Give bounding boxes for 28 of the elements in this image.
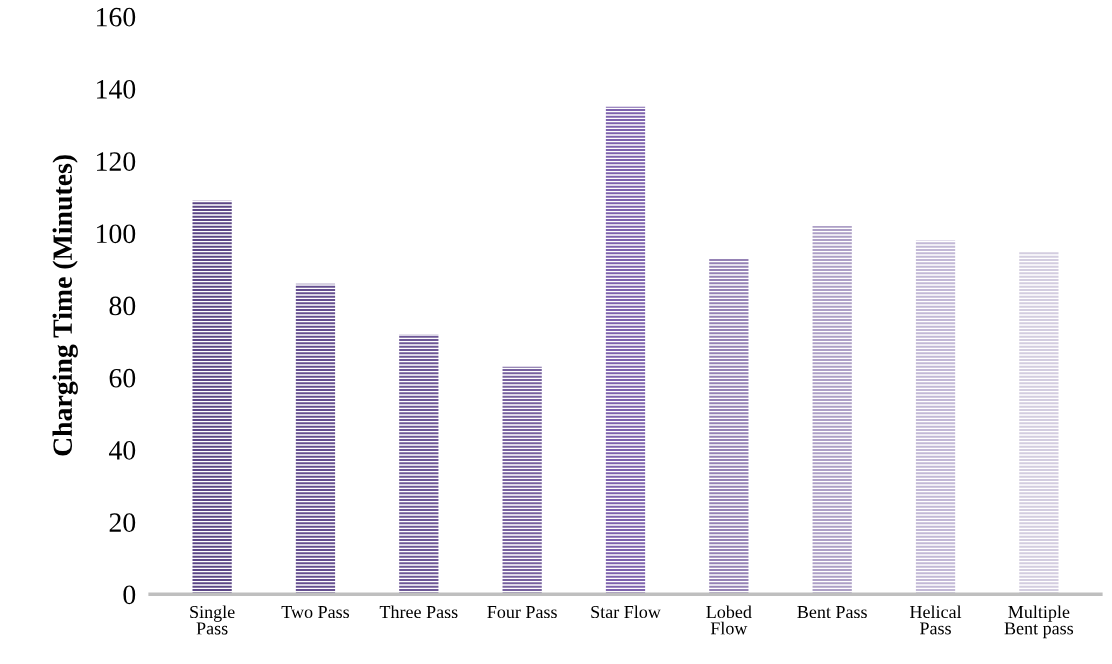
y-tick-label: 120 — [97, 152, 136, 171]
bar — [192, 200, 232, 595]
bar — [399, 334, 439, 595]
x-tick-label: Four Pass — [487, 606, 557, 619]
bar — [295, 283, 336, 595]
y-tick-label: 100 — [97, 224, 136, 244]
y-tick-label: 0 — [123, 585, 136, 605]
y-tick-label: 20 — [109, 513, 136, 532]
x-tick-label: Three Pass — [379, 605, 458, 619]
x-tick-label: Lobed Flow — [706, 605, 752, 635]
bar — [812, 226, 852, 595]
y-tick-label: 160 — [97, 7, 136, 27]
x-tick-label: Star Flow — [591, 605, 661, 619]
bar — [605, 106, 646, 595]
y-tick-label: 60 — [109, 368, 136, 388]
bar — [915, 240, 956, 595]
bar — [709, 258, 749, 595]
y-axis-title: Charging Time (Minutes) — [52, 155, 78, 456]
y-tick-label: 40 — [109, 441, 136, 460]
x-tick-label: Multiple Bent pass — [1004, 605, 1074, 639]
x-tick-label: Single Pass — [190, 605, 235, 635]
y-tick-label: 140 — [97, 79, 136, 99]
x-tick-label: Bent Pass — [797, 606, 867, 619]
bar — [1019, 251, 1059, 595]
bar — [502, 366, 542, 595]
y-tick-label: 80 — [109, 296, 136, 316]
x-tick-label: Helical Pass — [909, 605, 962, 635]
x-tick-label: Two Pass — [281, 606, 350, 619]
